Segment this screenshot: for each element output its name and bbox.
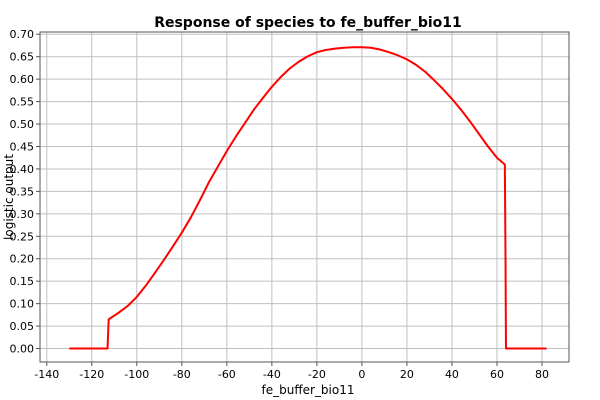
y-tick-label: 0.45	[10, 140, 35, 153]
x-tick-label: 40	[445, 368, 459, 381]
y-tick-label: 0.00	[10, 343, 35, 356]
y-tick-label: 0.05	[10, 320, 35, 333]
x-tick-label: -120	[79, 368, 104, 381]
x-axis-label: fe_buffer_bio11	[262, 383, 355, 397]
y-tick-label: 0.10	[10, 298, 35, 311]
y-axis-label: logistic output	[2, 154, 16, 240]
x-tick-label: 60	[490, 368, 504, 381]
series-layer	[69, 46, 547, 350]
x-tick-label: 20	[400, 368, 414, 381]
y-tick-label: 0.20	[10, 253, 35, 266]
x-tick-label: -60	[218, 368, 236, 381]
y-tick-label: 0.60	[10, 73, 35, 86]
x-axis-ticks: -140 -120 -100 -80 -60 -40 -20 0 20 40 60 80	[34, 362, 549, 381]
x-tick-label: -20	[308, 368, 326, 381]
x-tick-label: -100	[124, 368, 149, 381]
x-tick-label: -40	[263, 368, 281, 381]
x-tick-label: -140	[34, 368, 59, 381]
x-tick-label: 0	[358, 368, 365, 381]
y-tick-label: 0.50	[10, 118, 35, 131]
y-tick-label: 0.55	[10, 96, 35, 109]
y-tick-label: 0.70	[10, 28, 35, 41]
y-tick-label: 0.30	[10, 208, 35, 221]
y-tick-label: 0.35	[10, 185, 35, 198]
response-curve-line	[69, 46, 547, 350]
plot-area-border	[39, 31, 570, 363]
y-tick-label: 0.40	[10, 163, 35, 176]
x-tick-label: 80	[535, 368, 549, 381]
y-tick-label: 0.15	[10, 275, 35, 288]
x-tick-label: -80	[173, 368, 191, 381]
y-axis-ticks: 0.00 0.05 0.10 0.15 0.20 0.25 0.30 0.35 0.40 0.45…	[10, 28, 40, 356]
y-tick-label: 0.25	[10, 230, 35, 243]
chart-title: Response of species to fe_buffer_bio11	[154, 15, 462, 31]
grid-lines	[40, 32, 569, 362]
y-tick-label: 0.65	[10, 51, 35, 64]
